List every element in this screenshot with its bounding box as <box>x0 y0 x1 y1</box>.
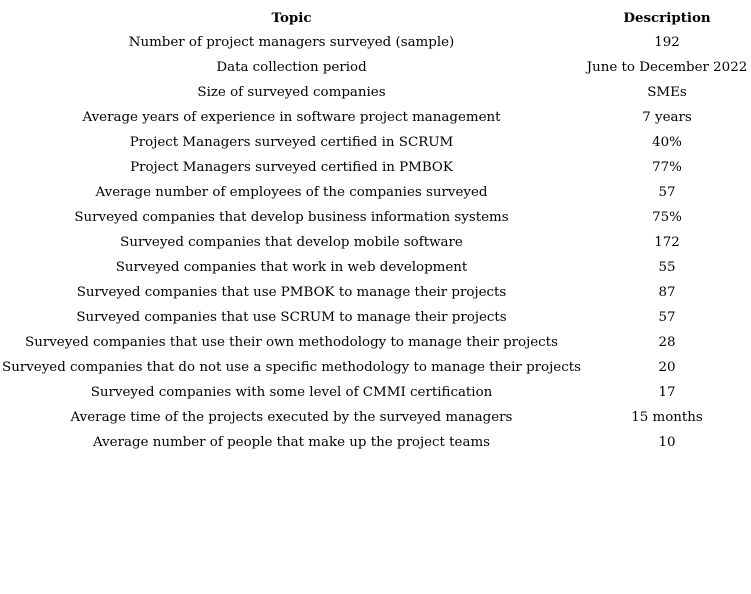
description-cell: 28 <box>658 335 676 350</box>
topic-cell: Surveyed companies that use SCRUM to man… <box>76 310 507 325</box>
topic-cell: Average number of employees of the compa… <box>95 185 488 200</box>
description-cell: 75% <box>652 210 682 225</box>
description-cell: 7 years <box>642 110 692 125</box>
table-row: Average number of people that make up th… <box>0 430 751 455</box>
topic-cell: Size of surveyed companies <box>197 85 386 100</box>
description-cell: 77% <box>652 160 682 175</box>
table-row: Number of project managers surveyed (sam… <box>0 30 751 55</box>
description-cell: 87 <box>658 285 676 300</box>
table-row: Surveyed companies that develop mobile s… <box>0 230 751 255</box>
table-row: Surveyed companies that use SCRUM to man… <box>0 305 751 330</box>
table-row: Data collection period June to December … <box>0 55 751 80</box>
description-cell: June to December 2022 <box>586 60 748 75</box>
description-cell: 40% <box>652 135 682 150</box>
table-row: Average time of the projects executed by… <box>0 405 751 430</box>
topic-cell: Project Managers surveyed certified in P… <box>130 160 453 175</box>
description-cell: 20 <box>658 360 676 375</box>
table-row: Size of surveyed companies SMEs <box>0 80 751 105</box>
topic-cell: Surveyed companies that use PMBOK to man… <box>76 285 507 300</box>
topic-cell: Surveyed companies that develop mobile s… <box>120 235 463 250</box>
header-row: Topic Description <box>0 5 751 30</box>
topic-column-header: Topic <box>271 9 312 26</box>
table-row: Average years of experience in software … <box>0 105 751 130</box>
table-row: Surveyed companies that use PMBOK to man… <box>0 280 751 305</box>
description-cell: SMEs <box>647 85 687 100</box>
topic-cell: Surveyed companies that do not use a spe… <box>2 360 581 375</box>
topic-cell: Average time of the projects executed by… <box>70 410 513 425</box>
description-cell: 55 <box>658 260 676 275</box>
table-row: Project Managers surveyed certified in P… <box>0 155 751 180</box>
table-row: Project Managers surveyed certified in S… <box>0 130 751 155</box>
topic-cell: Surveyed companies that work in web deve… <box>115 260 468 275</box>
topic-cell: Surveyed companies with some level of CM… <box>90 385 493 400</box>
description-cell: 192 <box>654 35 680 50</box>
topic-cell: Average years of experience in software … <box>82 110 501 125</box>
table-row: Surveyed companies that develop business… <box>0 205 751 230</box>
topic-cell: Number of project managers surveyed (sam… <box>128 35 455 50</box>
topic-cell: Data collection period <box>216 60 367 75</box>
survey-summary-table: Topic Description Number of project mana… <box>0 5 751 455</box>
table-row: Surveyed companies that use their own me… <box>0 330 751 355</box>
description-cell: 57 <box>658 185 676 200</box>
table-row: Surveyed companies that work in web deve… <box>0 255 751 280</box>
topic-cell: Surveyed companies that use their own me… <box>25 335 558 350</box>
description-cell: 10 <box>658 435 676 450</box>
table-row: Surveyed companies with some level of CM… <box>0 380 751 405</box>
topic-cell: Average number of people that make up th… <box>92 435 491 450</box>
table-row: Average number of employees of the compa… <box>0 180 751 205</box>
table-header: Topic Description <box>0 5 751 30</box>
description-cell: 17 <box>658 385 676 400</box>
description-column-header: Description <box>623 9 711 26</box>
table-row: Surveyed companies that do not use a spe… <box>0 355 751 380</box>
description-cell: 57 <box>658 310 676 325</box>
topic-cell: Project Managers surveyed certified in S… <box>129 135 454 150</box>
description-cell: 15 months <box>631 410 703 425</box>
description-cell: 172 <box>654 235 680 250</box>
topic-cell: Surveyed companies that develop business… <box>74 210 509 225</box>
table-body: Number of project managers surveyed (sam… <box>0 30 751 455</box>
